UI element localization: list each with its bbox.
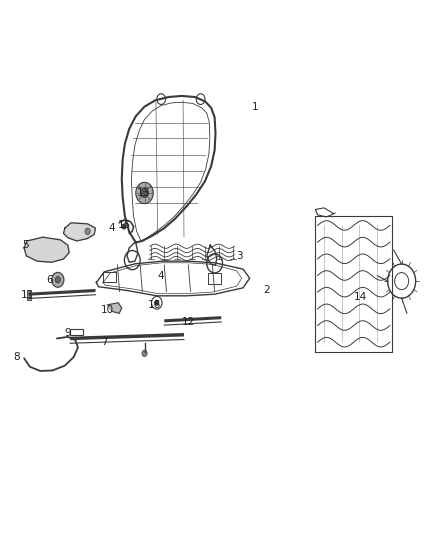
- Circle shape: [141, 188, 148, 198]
- Circle shape: [55, 277, 60, 283]
- Text: 12: 12: [182, 317, 195, 327]
- Circle shape: [136, 182, 153, 204]
- Text: 3: 3: [237, 251, 243, 261]
- Circle shape: [122, 224, 126, 229]
- Text: 13: 13: [137, 188, 150, 198]
- Polygon shape: [64, 223, 95, 241]
- Text: 16: 16: [148, 300, 161, 310]
- Circle shape: [52, 272, 64, 287]
- Text: 8: 8: [13, 352, 20, 362]
- Text: 6: 6: [46, 276, 53, 285]
- Text: 11: 11: [21, 290, 34, 300]
- Text: 9: 9: [65, 328, 71, 338]
- Text: 4: 4: [109, 223, 115, 233]
- Text: 1: 1: [252, 102, 259, 111]
- Text: 4: 4: [158, 271, 164, 281]
- Polygon shape: [24, 237, 69, 262]
- Circle shape: [155, 300, 159, 305]
- Text: 2: 2: [263, 286, 269, 295]
- Text: 14: 14: [354, 293, 367, 302]
- Circle shape: [142, 350, 147, 357]
- Text: 5: 5: [22, 240, 28, 250]
- Text: 10: 10: [101, 305, 114, 315]
- Text: 15: 15: [118, 220, 131, 230]
- FancyBboxPatch shape: [27, 290, 31, 300]
- Circle shape: [85, 228, 90, 235]
- Text: 7: 7: [101, 337, 107, 347]
- Polygon shape: [107, 303, 122, 313]
